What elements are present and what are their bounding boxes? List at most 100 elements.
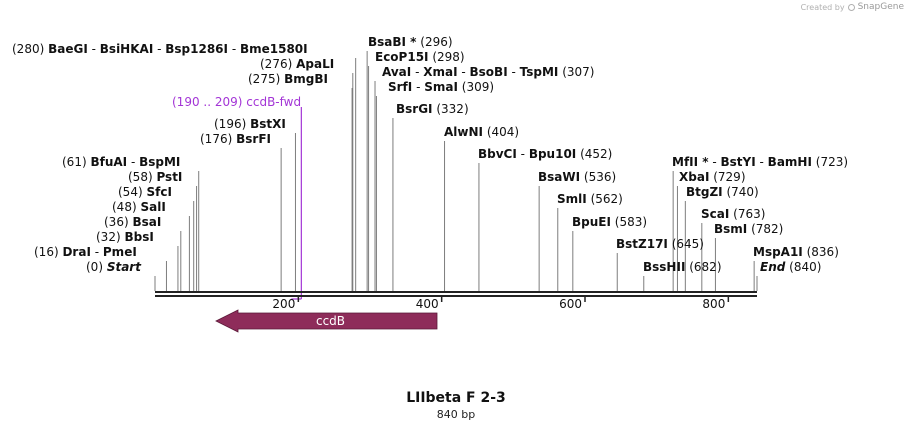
enzyme-name[interactable]: BtgZI (686, 185, 723, 199)
enzyme-label[interactable]: (54) SfcI (118, 185, 172, 199)
ruler-ticks: 200 400 600 800 (272, 296, 730, 311)
enzyme-name[interactable]: Start (107, 260, 142, 274)
sequence-backbone (155, 291, 757, 297)
enzyme-name[interactable]: End (760, 260, 786, 274)
enzyme-label[interactable]: (16) DraI - PmeI (34, 245, 137, 259)
enzyme-label[interactable]: BsaBI * (296) (368, 35, 453, 49)
enzyme-name[interactable]: BsrFI (236, 132, 271, 146)
enzyme-name[interactable]: BbsI (124, 230, 153, 244)
enzyme-label[interactable]: (36) BsaI (104, 215, 161, 229)
enzyme-label[interactable]: AlwNI (404) (444, 125, 519, 139)
enzyme-label[interactable]: MfII * - BstYI - BamHI (723) (672, 155, 848, 169)
enzyme-label[interactable]: XbaI (729) (679, 170, 746, 184)
enzyme-name[interactable]: Bpu10I (529, 147, 576, 161)
enzyme-name[interactable]: BsoBI (470, 65, 508, 79)
enzyme-name[interactable]: BsmI (714, 222, 747, 236)
enzyme-name[interactable]: PstI (156, 170, 182, 184)
enzyme-name[interactable]: BamHI (768, 155, 812, 169)
enzyme-label[interactable]: (58) PstI (128, 170, 182, 184)
cut-position: (298) (432, 50, 464, 64)
ruler-tick-label: 400 (416, 297, 439, 311)
enzyme-separator: - (88, 42, 100, 56)
enzyme-name[interactable]: SalI (140, 200, 165, 214)
enzyme-name[interactable]: XbaI (679, 170, 709, 184)
enzyme-name[interactable]: XmaI (423, 65, 457, 79)
enzyme-name[interactable]: BbvCI (478, 147, 517, 161)
enzyme-name[interactable]: BspMI (139, 155, 180, 169)
enzyme-label[interactable]: BstZ17I (645) (616, 237, 704, 251)
enzyme-name[interactable]: DraI (62, 245, 90, 259)
cut-position: (562) (591, 192, 623, 206)
enzyme-label[interactable]: BbvCI - Bpu10I (452) (478, 147, 612, 161)
feature-arrow[interactable]: ccdB (215, 309, 438, 333)
enzyme-name[interactable]: BmgBI (284, 72, 328, 86)
enzyme-name[interactable]: AvaI (382, 65, 411, 79)
enzyme-name[interactable]: SmlI (557, 192, 587, 206)
cut-position: (309) (462, 80, 494, 94)
enzyme-label[interactable]: BssHII (682) (643, 260, 722, 274)
enzyme-name[interactable]: PmeI (103, 245, 137, 259)
enzyme-label[interactable]: EcoP15I (298) (375, 50, 465, 64)
credit-prefix: Created by (800, 2, 845, 12)
cut-position: (404) (487, 125, 519, 139)
enzyme-name[interactable]: MspA1I (753, 245, 803, 259)
enzyme-name[interactable]: BaeGI (48, 42, 88, 56)
enzyme-name[interactable]: Bme1580I (240, 42, 308, 56)
cut-position: (0) (86, 260, 103, 274)
ccdb-feature-shape[interactable] (215, 309, 438, 333)
enzyme-name[interactable]: BsaWI (538, 170, 580, 184)
cut-position: (296) (420, 35, 452, 49)
enzyme-name[interactable]: MfII * (672, 155, 709, 169)
enzyme-label[interactable]: (32) BbsI (96, 230, 154, 244)
enzyme-label[interactable]: (176) BsrFI (200, 132, 271, 146)
enzyme-name[interactable]: ScaI (701, 207, 729, 221)
enzyme-label[interactable]: BpuEI (583) (572, 215, 647, 229)
enzyme-name[interactable]: ApaLI (296, 57, 334, 71)
enzyme-name[interactable]: BstXI (250, 117, 286, 131)
enzyme-label[interactable]: (276) ApaLI (260, 57, 334, 71)
enzyme-label[interactable]: (61) BfuAI - BspMI (62, 155, 180, 169)
enzyme-name[interactable]: TspMI (520, 65, 559, 79)
enzyme-name[interactable]: SrfI (388, 80, 412, 94)
enzyme-name[interactable]: BfuAI (90, 155, 127, 169)
enzyme-label[interactable]: BsmI (782) (714, 222, 783, 236)
cut-position: (32) (96, 230, 121, 244)
enzyme-label[interactable]: BsrGI (332) (396, 102, 469, 116)
enzyme-name[interactable]: BssHII (643, 260, 685, 274)
enzyme-label[interactable]: (275) BmgBI (248, 72, 328, 86)
enzyme-separator: - (228, 42, 240, 56)
enzyme-name[interactable]: BpuEI (572, 215, 611, 229)
enzyme-label[interactable]: SrfI - SmaI (309) (388, 80, 494, 94)
enzyme-label[interactable]: ScaI (763) (701, 207, 765, 221)
enzyme-separator: - (91, 245, 103, 259)
enzyme-name[interactable]: BsaI (132, 215, 161, 229)
enzyme-label[interactable]: BsaWI (536) (538, 170, 616, 184)
enzyme-label[interactable]: (196) BstXI (214, 117, 286, 131)
enzyme-name[interactable]: BstZ17I (616, 237, 668, 251)
enzyme-label[interactable]: MspA1I (836) (753, 245, 839, 259)
enzyme-name[interactable]: Bsp1286I (165, 42, 228, 56)
primer-annotation[interactable]: (190 .. 209) ccdB-fwd (172, 95, 302, 300)
enzyme-name[interactable]: BsaBI * (368, 35, 417, 49)
enzyme-label[interactable]: SmlI (562) (557, 192, 623, 206)
ruler-tick-label: 800 (702, 297, 725, 311)
enzyme-label[interactable]: (280) BaeGI - BsiHKAI - Bsp1286I - Bme15… (12, 42, 308, 56)
enzyme-name[interactable]: SfcI (146, 185, 171, 199)
enzyme-name[interactable]: AlwNI (444, 125, 483, 139)
enzyme-name[interactable]: BsiHKAI (100, 42, 154, 56)
enzyme-label[interactable]: (0) Start (86, 260, 142, 274)
credit-brand: SnapGene (857, 2, 904, 12)
enzyme-name[interactable]: BstYI (721, 155, 756, 169)
primer-label[interactable]: (190 .. 209) ccdB-fwd (172, 95, 301, 109)
cut-position: (16) (34, 245, 59, 259)
cut-position: (48) (112, 200, 137, 214)
enzyme-name[interactable]: SmaI (424, 80, 458, 94)
enzyme-label[interactable]: End (840) (760, 260, 821, 274)
snapgene-logo-icon (847, 3, 855, 11)
enzyme-name[interactable]: EcoP15I (375, 50, 429, 64)
enzyme-name[interactable]: BsrGI (396, 102, 433, 116)
enzyme-label[interactable]: BtgZI (740) (686, 185, 759, 199)
enzyme-label[interactable]: (48) SalI (112, 200, 166, 214)
enzyme-separator: - (127, 155, 139, 169)
enzyme-label[interactable]: AvaI - XmaI - BsoBI - TspMI (307) (382, 65, 594, 79)
